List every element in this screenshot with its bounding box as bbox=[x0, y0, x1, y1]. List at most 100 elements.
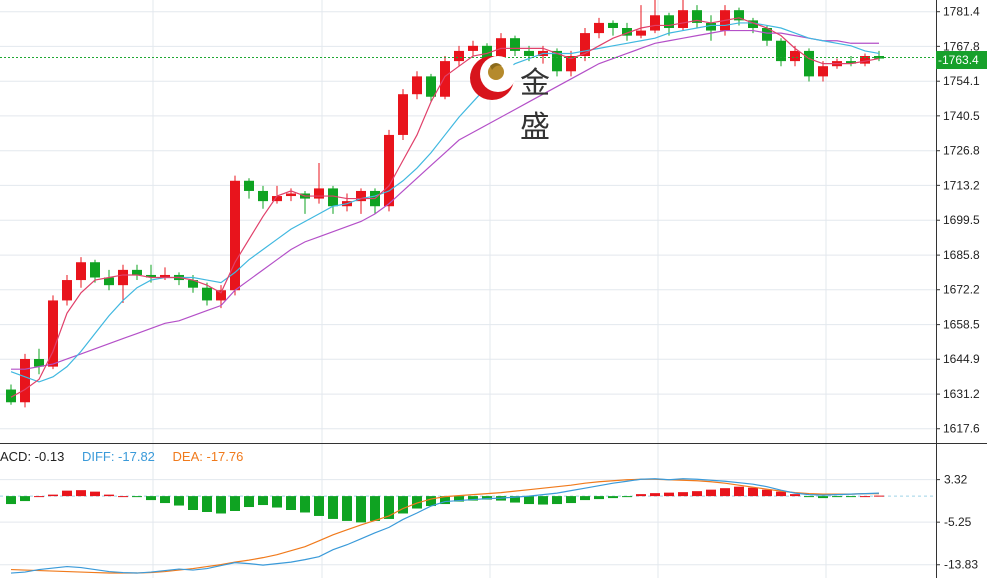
macd-bar bbox=[552, 496, 562, 505]
candle-body bbox=[62, 280, 72, 301]
macd-bar bbox=[482, 496, 492, 500]
y-tick-label: 1644.9 bbox=[943, 352, 980, 366]
macd-bar bbox=[636, 494, 646, 497]
macd-bar bbox=[664, 492, 674, 497]
candle-body bbox=[454, 50, 464, 62]
macd-bar bbox=[678, 492, 688, 497]
candle-body bbox=[706, 22, 716, 31]
candle-body bbox=[804, 50, 814, 77]
macd-bar bbox=[384, 496, 394, 519]
macd-bar bbox=[146, 496, 156, 501]
candle-body bbox=[580, 33, 590, 57]
dea-line bbox=[10, 478, 879, 574]
macd-bar bbox=[76, 490, 86, 497]
macd-legend-diff: DIFF: -17.82 bbox=[81, 449, 155, 464]
candle-body bbox=[468, 45, 478, 51]
candle-body bbox=[356, 190, 366, 202]
macd-legend: ACD: -0.13 DIFF: -17.82 DEA: -17.76 bbox=[0, 449, 257, 464]
candle-body bbox=[230, 180, 240, 291]
macd-bar bbox=[34, 496, 44, 498]
macd-legend-dea: DEA: -17.76 bbox=[172, 449, 244, 464]
candle-body bbox=[6, 389, 16, 403]
macd-bar bbox=[776, 491, 786, 497]
macd-bar bbox=[580, 496, 590, 501]
macd-bar bbox=[748, 487, 758, 497]
macd-bar bbox=[356, 496, 366, 523]
candle-body bbox=[762, 28, 772, 41]
candle-body bbox=[846, 61, 856, 64]
macd-bar bbox=[524, 496, 534, 505]
macd-bar bbox=[202, 496, 212, 512]
diff-line bbox=[10, 478, 880, 574]
candle-body bbox=[146, 274, 156, 278]
macd-bar bbox=[720, 488, 730, 497]
candle-body bbox=[664, 15, 674, 29]
candle-body bbox=[790, 50, 800, 62]
macd-bar bbox=[244, 496, 254, 508]
y-tick-label: 1658.5 bbox=[943, 318, 980, 332]
candle-body bbox=[636, 30, 646, 36]
candle-body bbox=[328, 188, 338, 207]
sub-y-tick-label: -13.83 bbox=[944, 558, 978, 572]
macd-bar bbox=[608, 496, 618, 499]
candle-body bbox=[244, 180, 254, 191]
candle-body bbox=[384, 134, 394, 207]
macd-bar bbox=[734, 486, 744, 497]
macd-legend-macd: ACD: -0.13 bbox=[0, 449, 65, 464]
macd-bar bbox=[692, 491, 702, 497]
current-price-tag: -1763.4 bbox=[936, 51, 987, 69]
macd-bar bbox=[20, 496, 30, 502]
macd-bar bbox=[398, 496, 408, 514]
candle-body bbox=[426, 76, 436, 97]
candle-body bbox=[314, 188, 324, 199]
macd-bar bbox=[818, 496, 828, 499]
ma10-line bbox=[10, 22, 880, 383]
y-tick-label: 1699.5 bbox=[943, 213, 980, 227]
sub-y-tick-label: 3.32 bbox=[944, 473, 968, 487]
macd-bar bbox=[328, 496, 338, 519]
ma20-line bbox=[11, 29, 879, 370]
candle-body bbox=[678, 10, 688, 29]
macd-bar bbox=[538, 496, 548, 505]
macd-bar bbox=[216, 496, 226, 514]
candle-body bbox=[650, 15, 660, 31]
candle-body bbox=[34, 358, 44, 367]
macd-bar bbox=[594, 496, 604, 500]
candle-body bbox=[440, 61, 450, 97]
macd-bar bbox=[426, 496, 436, 507]
candle-body bbox=[748, 20, 758, 29]
watermark-text: 金 盛 bbox=[520, 66, 556, 145]
macd-bar bbox=[342, 496, 352, 521]
sub-y-tick-label: -5.25 bbox=[944, 515, 972, 529]
macd-bar bbox=[412, 496, 422, 509]
candle-body bbox=[622, 28, 632, 36]
candle-body bbox=[482, 45, 492, 59]
macd-bar bbox=[230, 496, 240, 511]
y-tick-label: 1631.2 bbox=[943, 387, 980, 401]
macd-bar bbox=[566, 496, 576, 504]
candle-body bbox=[286, 193, 296, 197]
candle-body bbox=[734, 10, 744, 21]
macd-bar bbox=[132, 496, 142, 498]
candle-body bbox=[104, 277, 114, 286]
macd-bar bbox=[6, 496, 16, 505]
macd-bar bbox=[188, 496, 198, 511]
candle-body bbox=[188, 280, 198, 288]
macd-bar bbox=[118, 496, 128, 498]
macd-bar bbox=[832, 496, 842, 498]
y-tick-label: 1754.1 bbox=[943, 74, 980, 88]
candle-body bbox=[552, 50, 562, 72]
ma5-line bbox=[10, 17, 880, 398]
candle-body bbox=[160, 274, 170, 278]
macd-bar bbox=[762, 489, 772, 497]
macd-bar bbox=[622, 496, 632, 498]
macd-bar bbox=[174, 496, 184, 506]
candle-body bbox=[412, 76, 422, 95]
candle-body bbox=[216, 290, 226, 301]
macd-bar bbox=[790, 494, 800, 497]
y-tick-label: 1713.2 bbox=[943, 178, 980, 192]
candle-body bbox=[118, 269, 128, 286]
candle-body bbox=[20, 358, 30, 403]
macd-bar bbox=[650, 493, 660, 497]
